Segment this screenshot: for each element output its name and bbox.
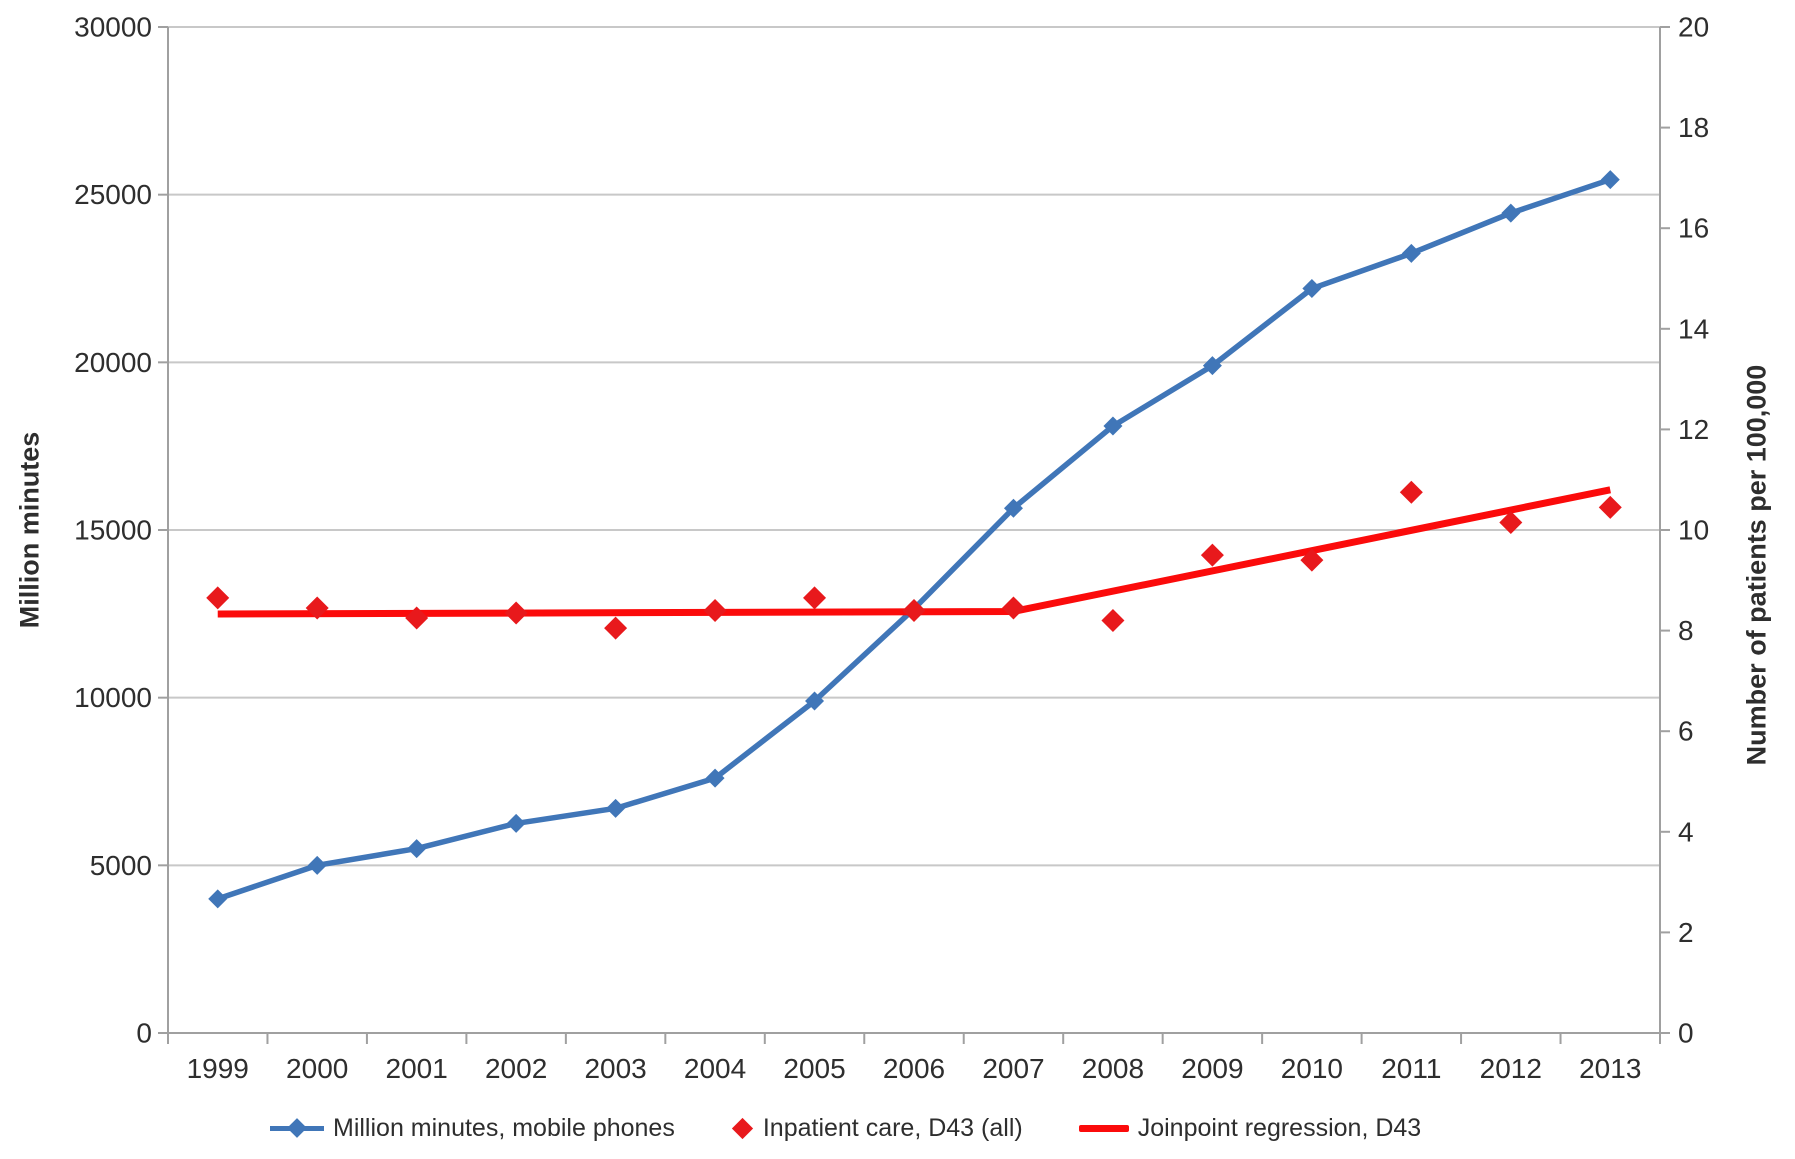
- million-minutes-marker: [1202, 356, 1222, 376]
- joinpoint-regression-line: [217, 486, 1611, 618]
- million-minutes-marker: [1003, 498, 1023, 518]
- right-axis-tick-label: 14: [1678, 313, 1709, 344]
- right-axis-tick-label: 16: [1678, 213, 1709, 244]
- right-axis-tick-label: 10: [1678, 515, 1709, 546]
- million-minutes-marker: [705, 768, 725, 788]
- million-minutes-marker: [506, 813, 526, 833]
- right-axis-tick-label: 8: [1678, 615, 1694, 646]
- x-axis-tick-label: 2005: [783, 1053, 845, 1084]
- x-axis-tick-label: 2004: [684, 1053, 746, 1084]
- inpatient-care-marker: [1101, 609, 1125, 633]
- left-axis-tick-label: 20000: [74, 347, 152, 378]
- x-axis-tick-label: 2007: [982, 1053, 1044, 1084]
- million-minutes-marker: [805, 691, 825, 711]
- million-minutes-marker: [1103, 416, 1123, 436]
- inpatient-care-marker: [1598, 495, 1622, 519]
- million-minutes-line: [216, 176, 1612, 902]
- inpatient-care-marker: [504, 601, 528, 625]
- x-axis-tick-label: 2010: [1281, 1053, 1343, 1084]
- right-axis-tick-label: 0: [1678, 1018, 1694, 1049]
- right-axis-tick-label: 2: [1678, 917, 1694, 948]
- legend-diamond-icon: [731, 1117, 753, 1139]
- right-axis-tick-label: 20: [1678, 12, 1709, 43]
- x-axis-tick-label: 2002: [485, 1053, 547, 1084]
- right-axis-tick-label: 4: [1678, 816, 1694, 847]
- left-axis-tick-label: 30000: [74, 12, 152, 43]
- inpatient-care-marker: [1001, 596, 1025, 620]
- legend-item-joinpoint: Joinpoint regression, D43: [1078, 1106, 1422, 1150]
- inpatient-care-marker: [703, 598, 727, 622]
- left-axis-tick-label: 10000: [74, 682, 152, 713]
- million-minutes-marker: [1501, 203, 1521, 223]
- legend-line-diamond-icon: [270, 1117, 324, 1139]
- legend-label-inpatient-care: Inpatient care, D43 (all): [762, 1113, 1023, 1142]
- legend-label-million-minutes: Million minutes, mobile phones: [333, 1113, 675, 1142]
- legend-line-icon: [1078, 1124, 1129, 1132]
- legend-item-million-minutes: Million minutes, mobile phones: [270, 1106, 675, 1150]
- right-axis-title: Number of patients per 100,000: [1741, 364, 1772, 766]
- legend: Million minutes, mobile phones Inpatient…: [270, 1106, 1421, 1150]
- left-axis-tick-label: 15000: [74, 515, 152, 546]
- inpatient-care-marker: [405, 606, 429, 630]
- right-axis-tick-label: 6: [1678, 716, 1694, 747]
- right-axis-tick-label: 12: [1678, 414, 1709, 445]
- left-axis-tick-label: 0: [136, 1018, 152, 1049]
- million-minutes-marker: [208, 889, 228, 909]
- inpatient-care-marker: [604, 616, 628, 640]
- x-axis-tick-label: 2013: [1579, 1053, 1641, 1084]
- inpatient-care-marker: [1200, 543, 1224, 567]
- x-axis-tick-label: 2006: [883, 1053, 945, 1084]
- x-axis-tick-label: 2003: [584, 1053, 646, 1084]
- inpatient-care-marker: [803, 586, 827, 610]
- x-axis-tick-label: 2009: [1181, 1053, 1243, 1084]
- x-axis-tick-label: 2011: [1381, 1053, 1441, 1084]
- million-minutes-marker: [1302, 279, 1322, 299]
- million-minutes-marker: [307, 855, 327, 875]
- inpatient-care-marker: [206, 586, 230, 610]
- x-axis-tick-label: 2000: [286, 1053, 348, 1084]
- right-axis-tick-label: 18: [1678, 112, 1709, 143]
- inpatient-care-marker: [902, 598, 926, 622]
- left-axis-tick-label: 5000: [90, 850, 152, 881]
- x-axis-tick-label: 2001: [386, 1053, 448, 1084]
- million-minutes-marker: [407, 839, 427, 859]
- x-axis-tick-label: 1999: [187, 1053, 249, 1084]
- x-axis-tick-label: 2008: [1082, 1053, 1144, 1084]
- left-axis-title: Million minutes: [14, 431, 45, 629]
- x-axis-tick-label: 2012: [1480, 1053, 1542, 1084]
- inpatient-care-marker: [1300, 548, 1324, 572]
- inpatient-care-marker: [305, 596, 329, 620]
- left-axis-tick-label: 25000: [74, 179, 152, 210]
- inpatient-care-marker: [1499, 510, 1523, 534]
- million-minutes-marker: [1600, 170, 1620, 190]
- million-minutes-marker: [606, 798, 626, 818]
- legend-item-inpatient-care: Inpatient care, D43 (all): [731, 1106, 1023, 1150]
- inpatient-care-marker: [1399, 480, 1423, 504]
- million-minutes-marker: [1401, 243, 1421, 263]
- legend-label-joinpoint: Joinpoint regression, D43: [1137, 1113, 1422, 1142]
